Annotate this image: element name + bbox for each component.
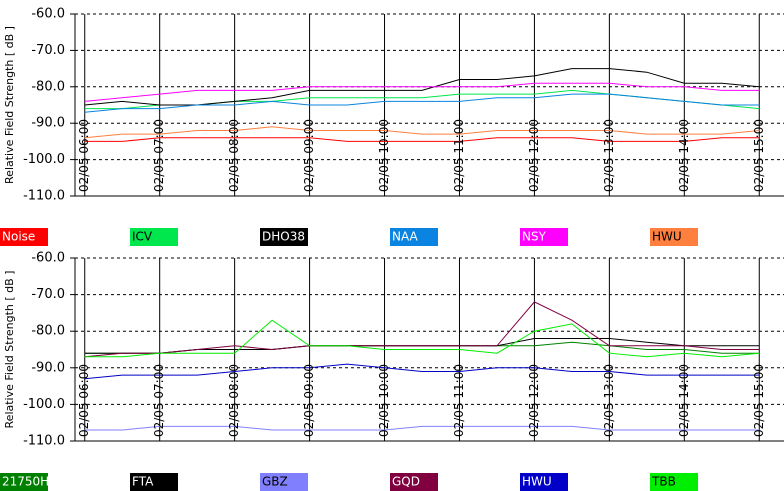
y-tick-label: -60.0 (31, 7, 65, 22)
legend-label: HWU (522, 475, 552, 489)
series-line (84, 363, 760, 380)
y-tick-label: -80.0 (31, 79, 65, 94)
y-tick-label: -110.0 (23, 434, 65, 449)
x-tick-label: 02/05 13:00 (602, 364, 616, 437)
legend-swatch (520, 473, 568, 491)
legend-label: NAA (392, 230, 419, 244)
legend-swatch (0, 228, 48, 246)
y-tick-label: -100.0 (23, 152, 65, 167)
legend-swatch (520, 228, 568, 246)
legend-swatch (130, 228, 178, 246)
y-tick-label: -90.0 (31, 360, 65, 375)
y-tick-label: -90.0 (31, 116, 65, 131)
y-tick-label: -60.0 (31, 251, 65, 266)
x-tick-label: 02/05 07:00 (152, 364, 166, 437)
y-tick-label: -110.0 (23, 189, 65, 204)
legend-label: 21750Hz (2, 475, 56, 489)
legend-label: NSY (522, 230, 547, 244)
x-tick-label: 02/05 09:00 (302, 119, 316, 192)
legend-swatch (650, 473, 698, 491)
series-line (84, 301, 760, 358)
x-tick-label: 02/05 15:00 (752, 364, 766, 437)
x-tick-label: 02/05 14:00 (677, 119, 691, 192)
legend-label: ICV (132, 230, 153, 244)
x-tick-label: 02/05 08:00 (227, 364, 241, 437)
y-tick-label: -70.0 (31, 287, 65, 302)
x-tick-label: 02/05 11:00 (452, 119, 466, 192)
y-tick-label: -70.0 (31, 43, 65, 58)
x-tick-label: 02/05 07:00 (152, 119, 166, 192)
x-tick-label: 02/05 11:00 (452, 364, 466, 437)
y-axis-label: Relative Field Strength [ dB ] (3, 271, 16, 429)
x-tick-label: 02/05 08:00 (227, 119, 241, 192)
x-tick-label: 02/05 09:00 (302, 364, 316, 437)
x-tick-label: 02/05 12:00 (527, 119, 541, 192)
x-tick-label: 02/05 06:00 (77, 364, 91, 437)
legend-label: GBZ (262, 475, 288, 489)
x-tick-label: 02/05 13:00 (602, 119, 616, 192)
series-line (84, 82, 760, 102)
y-axis-label: Relative Field Strength [ dB ] (3, 26, 16, 184)
legend-swatch (0, 473, 48, 491)
series-line (84, 137, 760, 142)
legend-swatch (260, 473, 308, 491)
x-tick-label: 02/05 10:00 (377, 364, 391, 437)
y-tick-label: -100.0 (23, 397, 65, 412)
x-tick-label: 02/05 06:00 (77, 119, 91, 192)
y-tick-label: -80.0 (31, 324, 65, 339)
x-tick-label: 02/05 15:00 (752, 119, 766, 192)
legend-label: GQD (392, 475, 420, 489)
series-line (84, 425, 760, 431)
legend-swatch (390, 228, 438, 246)
legend-label: FTA (132, 475, 154, 489)
x-tick-label: 02/05 14:00 (677, 364, 691, 437)
legend-swatch (260, 228, 308, 246)
x-tick-label: 02/05 12:00 (527, 364, 541, 437)
legend-label: Noise (2, 230, 35, 244)
legend-swatch (390, 473, 438, 491)
x-tick-label: 02/05 10:00 (377, 119, 391, 192)
series-line (84, 126, 760, 139)
series-line (84, 341, 760, 354)
series-line (84, 319, 760, 358)
legend-swatch (130, 473, 178, 491)
legend-swatch (650, 228, 698, 246)
legend-label: DHO38 (262, 230, 305, 244)
series-line (84, 93, 760, 113)
legend-label: HWU (652, 230, 682, 244)
legend-label: TBB (651, 475, 676, 489)
